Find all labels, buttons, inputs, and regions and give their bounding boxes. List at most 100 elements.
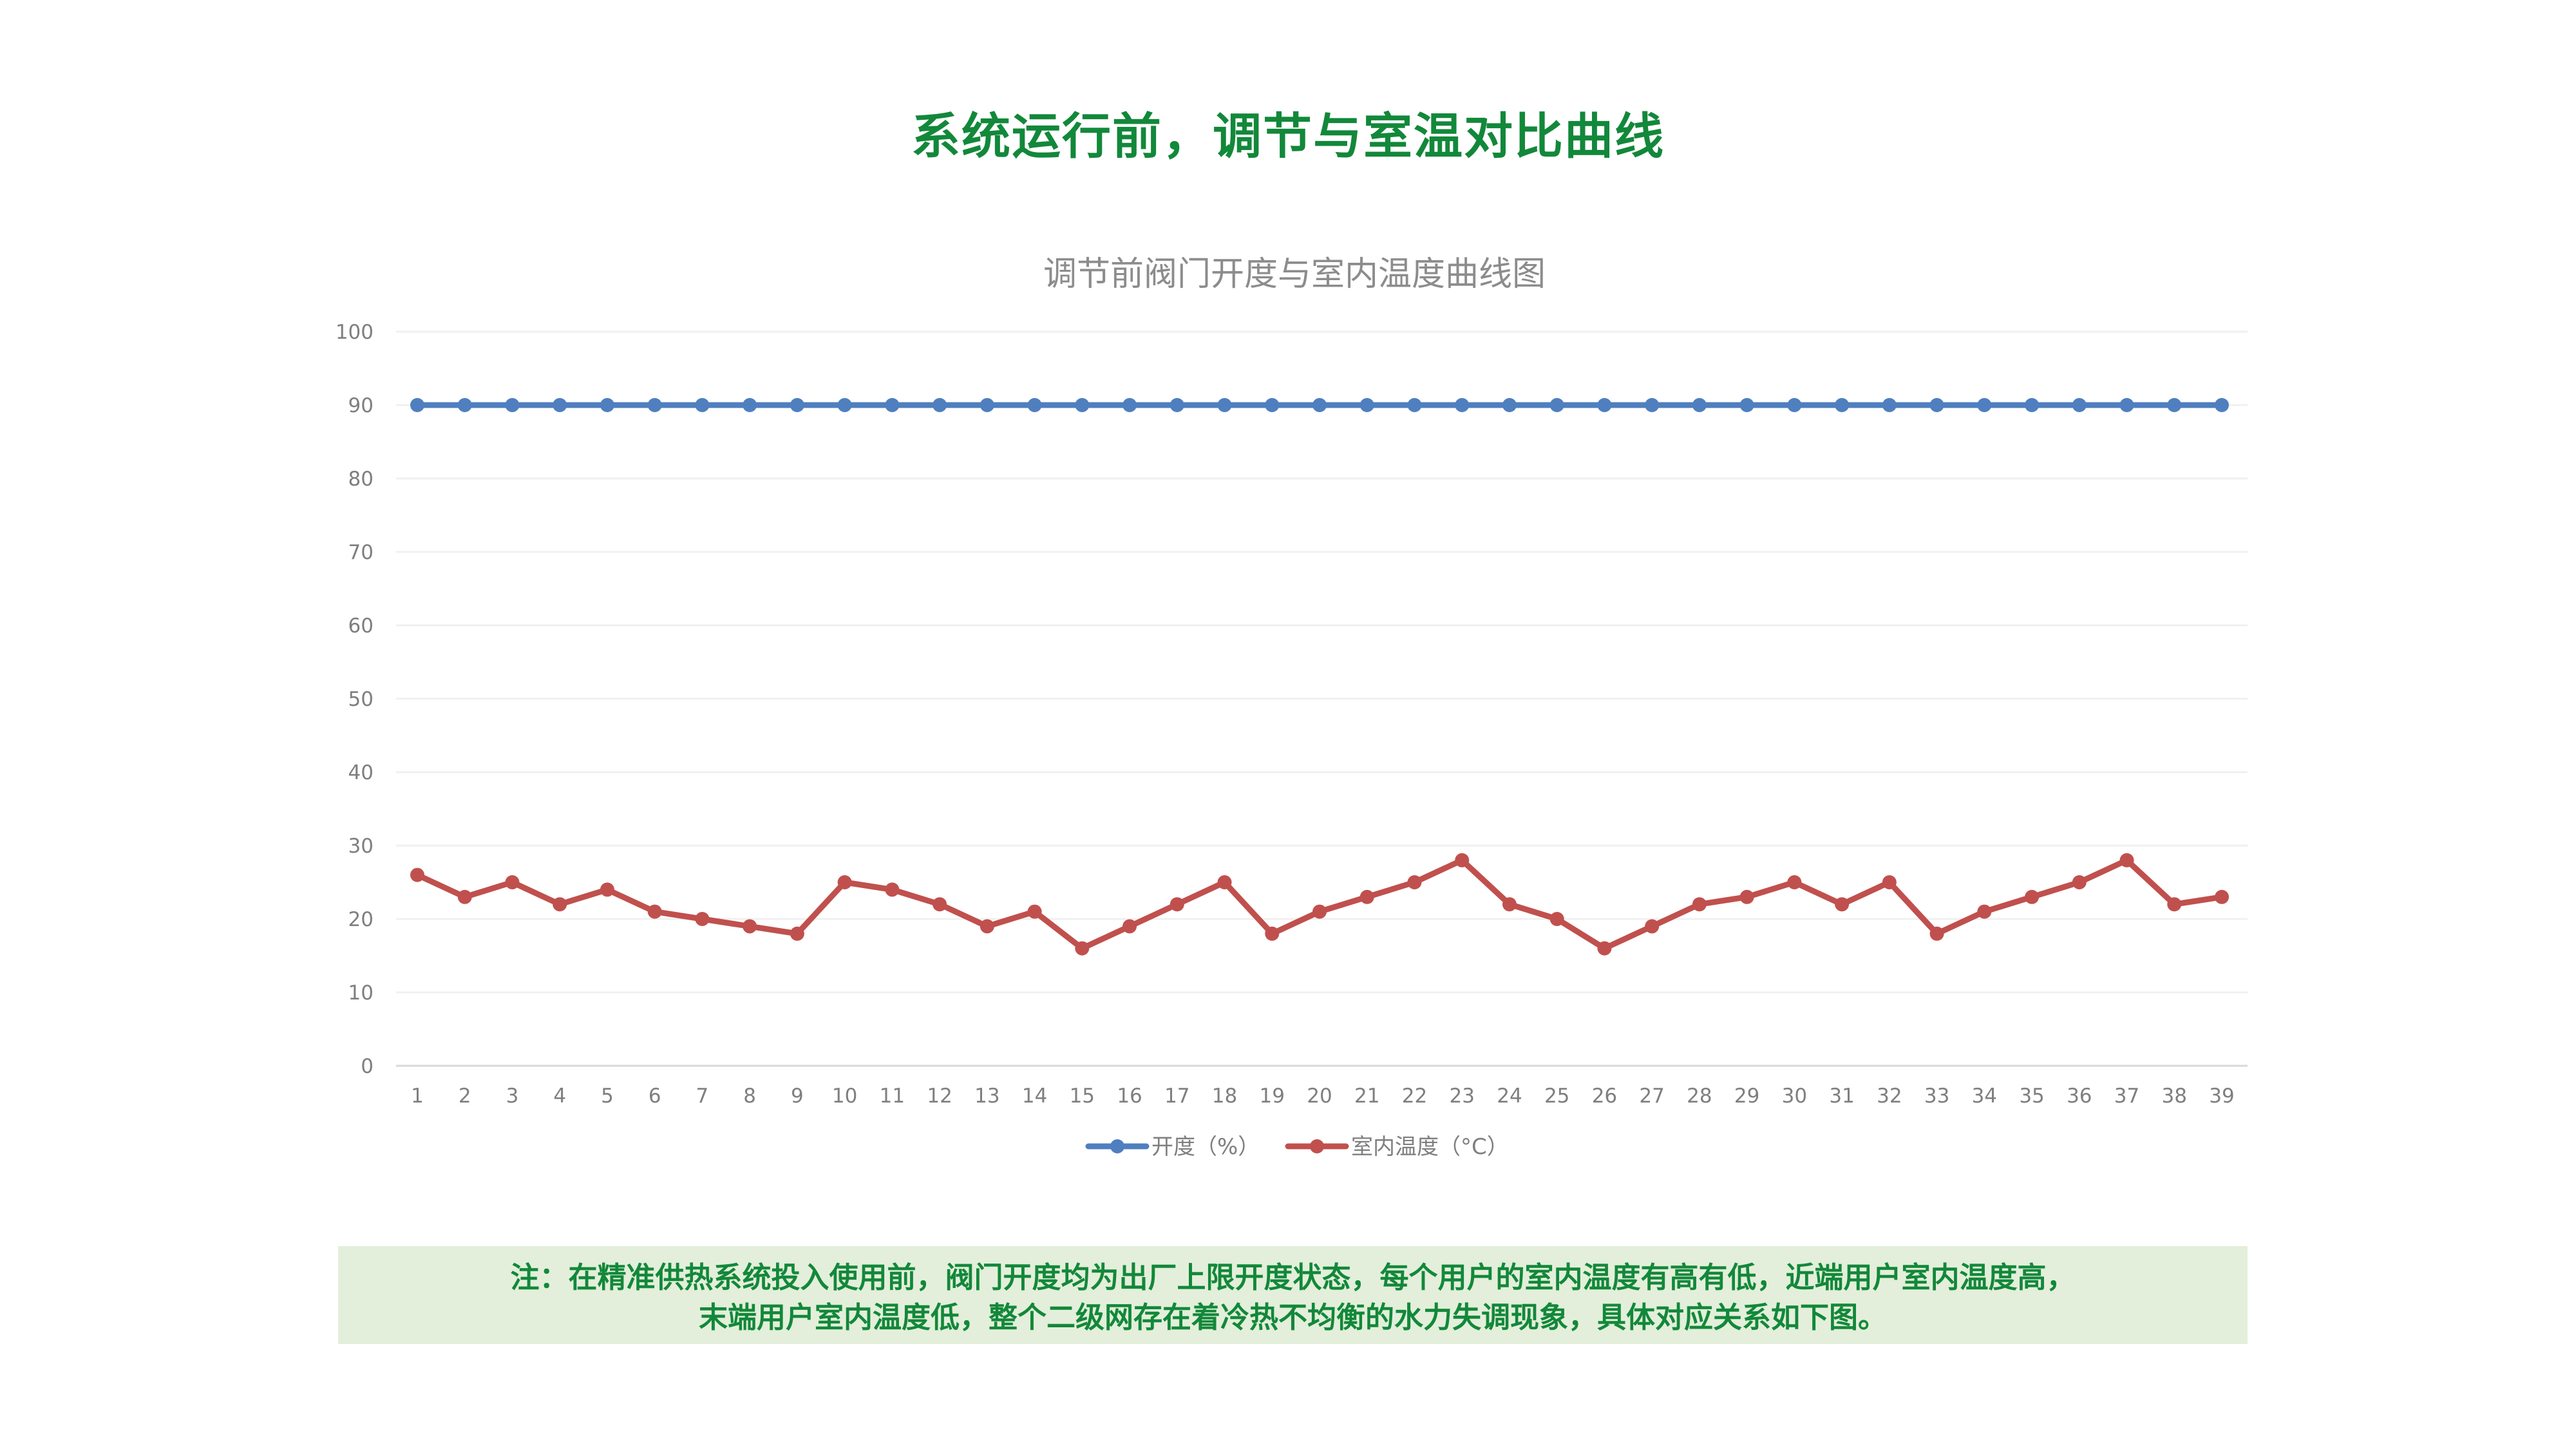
data-point (1122, 919, 1137, 934)
y-axis-ticks: 0 10 20 30 40 50 60 70 80 90 100 (336, 321, 374, 1078)
x-tick-label: 12 (927, 1084, 952, 1108)
data-point (885, 882, 900, 897)
y-tick-label: 10 (348, 981, 374, 1005)
data-point (1122, 398, 1137, 412)
data-point (2025, 889, 2040, 904)
data-point (1027, 904, 1042, 919)
y-tick-label: 30 (348, 835, 374, 858)
y-tick-label: 50 (348, 688, 374, 711)
data-point (743, 398, 757, 412)
data-point (1502, 398, 1517, 412)
data-point (837, 398, 852, 412)
data-point (980, 398, 994, 412)
y-tick-label: 100 (336, 321, 374, 344)
data-point (695, 398, 710, 412)
data-point (1502, 897, 1517, 912)
data-point (505, 875, 520, 889)
x-tick-label: 30 (1782, 1084, 1807, 1108)
data-point (2167, 398, 2182, 412)
data-point (1455, 398, 1470, 412)
data-point (1455, 853, 1470, 867)
x-tick-label: 18 (1212, 1084, 1237, 1108)
note-line-2: 末端用户室内温度低，整个二级网存在着冷热不均衡的水力失调现象，具体对应关系如下图… (698, 1300, 1887, 1334)
series-layer (410, 398, 2229, 956)
x-tick-label: 14 (1022, 1084, 1047, 1108)
series-line (414, 857, 2225, 952)
data-point (2072, 398, 2087, 412)
data-point (1217, 875, 1232, 889)
data-point (1882, 875, 1897, 889)
data-point (1170, 897, 1184, 912)
note-box: 注：在精准供热系统投入使用前，阀门开度均为出厂上限开度状态，每个用户的室内温度有… (338, 1246, 2248, 1344)
series-1 (410, 398, 2229, 412)
x-tick-label: 26 (1592, 1084, 1617, 1108)
data-point (1739, 398, 1754, 412)
data-point (1217, 398, 1232, 412)
data-point (1977, 904, 1992, 919)
data-point (410, 398, 424, 412)
x-tick-label: 28 (1687, 1084, 1712, 1108)
data-point (1739, 889, 1754, 904)
data-point (2072, 875, 2087, 889)
data-point (1027, 398, 1042, 412)
x-tick-label: 37 (2114, 1084, 2139, 1108)
data-point (837, 875, 852, 889)
data-point (2119, 398, 2134, 412)
x-tick-label: 24 (1497, 1084, 1522, 1108)
data-point (1835, 897, 1850, 912)
data-point (695, 912, 710, 926)
data-point (553, 897, 567, 912)
x-tick-label: 10 (832, 1084, 857, 1108)
y-tick-label: 60 (348, 614, 374, 638)
y-tick-label: 80 (348, 468, 374, 491)
data-point (647, 398, 662, 412)
x-tick-label: 29 (1734, 1084, 1759, 1108)
x-tick-label: 1 (411, 1084, 424, 1108)
data-point (1312, 398, 1327, 412)
data-point (2025, 398, 2040, 412)
data-point (1170, 398, 1184, 412)
x-tick-label: 11 (880, 1084, 905, 1108)
data-point (1075, 941, 1090, 956)
data-point (1645, 398, 1660, 412)
data-point (980, 919, 994, 934)
data-point (2215, 398, 2229, 412)
x-tick-label: 2 (459, 1084, 471, 1108)
x-tick-label: 20 (1307, 1084, 1332, 1108)
data-point (743, 919, 757, 934)
x-tick-label: 34 (1972, 1084, 1997, 1108)
data-point (1312, 904, 1327, 919)
series-2 (410, 853, 2229, 956)
y-tick-label: 90 (348, 394, 374, 417)
x-tick-label: 39 (2209, 1084, 2234, 1108)
data-point (647, 904, 662, 919)
x-tick-label: 3 (506, 1084, 519, 1108)
data-point (2215, 889, 2229, 904)
page-title: 系统运行前，调节与室温对比曲线 (911, 108, 1665, 165)
gridlines (396, 330, 2248, 1067)
y-tick-label: 20 (348, 908, 374, 931)
data-point (1929, 398, 1944, 412)
note-line-1: 注：在精准供热系统投入使用前，阀门开度均为出厂上限开度状态，每个用户的室内温度有… (510, 1260, 2076, 1294)
data-point (1929, 926, 1944, 941)
data-point (1692, 897, 1707, 912)
legend-label: 开度（%） (1151, 1134, 1260, 1160)
data-point (600, 882, 614, 897)
data-point (1645, 919, 1660, 934)
x-tick-label: 27 (1639, 1084, 1664, 1108)
data-point (553, 398, 567, 412)
data-point (1882, 398, 1897, 412)
data-point (1787, 875, 1802, 889)
legend-item-2: 室内温度（°C） (1285, 1134, 1509, 1160)
x-tick-label: 17 (1164, 1084, 1189, 1108)
x-tick-label: 6 (649, 1084, 661, 1108)
data-point (1597, 941, 1612, 956)
chart-title: 调节前阀门开度与室内温度曲线图 (1043, 255, 1546, 294)
data-point (1787, 398, 1802, 412)
x-tick-label: 32 (1877, 1084, 1902, 1108)
x-tick-label: 25 (1544, 1084, 1569, 1108)
data-point (1407, 398, 1422, 412)
data-point (933, 398, 947, 412)
y-tick-label: 0 (361, 1055, 374, 1078)
